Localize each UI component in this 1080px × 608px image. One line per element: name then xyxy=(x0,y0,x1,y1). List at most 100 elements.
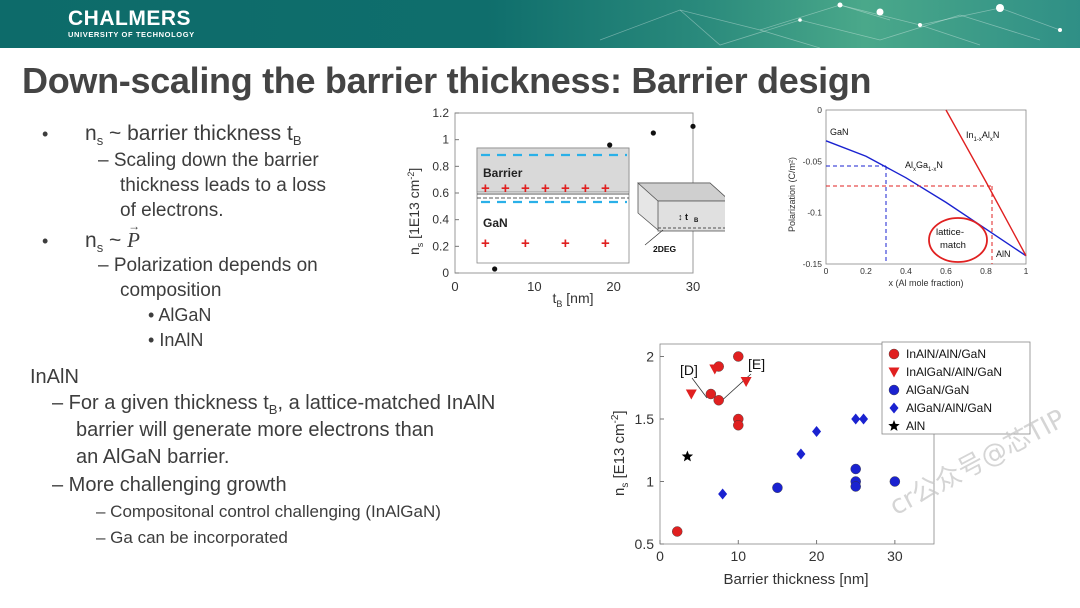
data-point xyxy=(772,482,783,493)
bullet-text: ~ barrier thickness t xyxy=(103,122,293,145)
svg-text:+: + xyxy=(561,180,570,197)
tb-label: ↕ t xyxy=(678,212,688,222)
x-tick-label: 20 xyxy=(606,279,620,294)
y-tick-label: 0 xyxy=(442,266,449,280)
data-point xyxy=(607,142,613,148)
bullet-text: ~ xyxy=(103,229,128,252)
legend-label: InAlN/AlN/GaN xyxy=(906,347,986,361)
vector-p: → P xyxy=(127,219,140,252)
inaln-subpoint: – Ga can be incorporated xyxy=(96,528,288,547)
inaln-point: – More challenging growth xyxy=(52,474,287,496)
svg-text:+: + xyxy=(581,180,590,197)
aln-label: AlN xyxy=(996,249,1011,259)
x-tick-label: 1 xyxy=(1024,266,1029,276)
data-point xyxy=(492,266,498,272)
x-tick-label: 30 xyxy=(686,279,700,294)
x-tick-label: 0.8 xyxy=(980,266,992,276)
data-point xyxy=(690,123,696,129)
lattice-label-1: lattice- xyxy=(936,227,964,238)
sub-item-label: AlGaN xyxy=(158,305,212,325)
y-tick-label: 2 xyxy=(646,349,654,365)
y-tick-label: 0 xyxy=(817,105,822,115)
y-tick-label: 0.6 xyxy=(432,186,449,200)
detail-line: – Scaling down the barrier xyxy=(98,150,319,171)
data-point xyxy=(859,413,869,425)
legend-marker xyxy=(889,402,899,414)
bullet-sub: s xyxy=(96,240,104,256)
data-point xyxy=(850,481,861,492)
slide-title: Down-scaling the barrier thickness: Barr… xyxy=(22,60,872,101)
y-axis-label: ns [E13 cm-2] xyxy=(610,410,631,496)
bullet-text: n xyxy=(85,229,97,252)
data-point xyxy=(733,351,744,362)
svg-text:+: + xyxy=(561,235,570,252)
y-tick-label: 1.5 xyxy=(635,411,655,427)
data-point xyxy=(713,395,724,406)
data-point xyxy=(709,364,721,375)
legend-marker xyxy=(888,384,900,396)
inaln-heading: InAlN xyxy=(30,366,79,388)
inaln-curve xyxy=(945,109,1027,257)
data-point xyxy=(650,130,656,136)
annotation-d: [D] xyxy=(680,362,698,378)
data-point xyxy=(796,448,806,460)
bullet-sub: s xyxy=(96,133,104,149)
data-point xyxy=(681,450,694,462)
x-tick-label: 0 xyxy=(451,279,458,294)
data-point xyxy=(812,426,822,437)
x-axis-label: tB [nm] xyxy=(552,290,593,309)
svg-text:+: + xyxy=(481,180,490,197)
legend-marker xyxy=(888,367,900,378)
data-point xyxy=(672,526,683,537)
ns-vs-tb-chart: 0 10 20 30 0 0.2 0.4 0.6 0.8 1 1.2 ↕ t B 2DEG Barr… xyxy=(406,106,725,309)
svg-text:+: + xyxy=(601,235,610,252)
data-point xyxy=(851,413,861,425)
data-point xyxy=(705,388,717,400)
y-axis-label: Polarization (C/m²) xyxy=(787,157,797,232)
svg-text:+: + xyxy=(601,180,610,197)
y-tick-label: 1 xyxy=(442,133,449,147)
legend-label: AlGaN/GaN xyxy=(906,383,969,397)
y-tick-label: -0.15 xyxy=(803,259,823,269)
legend-marker xyxy=(888,348,900,360)
bullet-sub: B xyxy=(292,133,302,149)
twodeg-label: 2DEG xyxy=(653,244,677,254)
inaln-point: barrier will generate more electrons tha… xyxy=(76,419,434,441)
data-point xyxy=(718,488,728,500)
heterostructure-inset: ↕ t B 2DEG Barrier + + + + + + + GaN + + + + xyxy=(476,147,725,264)
data-point xyxy=(889,476,901,487)
bullet-text: n xyxy=(85,122,97,145)
data-point xyxy=(733,420,744,431)
lattice-label-2: match xyxy=(940,240,966,251)
bullet-ns-thickness: ns ~ barrier thickness tB xyxy=(85,122,302,148)
x-tick-label: 10 xyxy=(730,548,746,564)
inaln-point: – For a given thickness tB, a lattice-ma… xyxy=(52,392,495,417)
brand-name: CHALMERS xyxy=(68,7,191,30)
sub-item-label: InAlN xyxy=(159,330,204,350)
y-axis-label: ns [1E13 cm-2] xyxy=(406,168,425,255)
y-tick-label: 0.8 xyxy=(432,159,449,173)
y-tick-label: 1.2 xyxy=(432,106,449,120)
x-tick-label: 30 xyxy=(887,548,903,564)
x-axis-label: x (Al mole fraction) xyxy=(888,278,963,288)
legend-marker xyxy=(888,420,900,431)
brand-subtitle: UNIVERSITY OF TECHNOLOGY xyxy=(68,30,195,39)
y-tick-label: 1 xyxy=(646,474,654,490)
gan-label: GaN xyxy=(830,127,849,137)
tb-sub: B xyxy=(694,218,699,224)
bullet-dot: • xyxy=(42,124,49,144)
detail-line: composition xyxy=(120,280,222,301)
gan-label: GaN xyxy=(483,216,508,230)
polarization-chart: 0 0.2 0.4 0.6 0.8 10-0.05-0.1-0.15 GaN In1-xA… xyxy=(787,105,1029,288)
x-tick-label: 0 xyxy=(656,548,664,564)
vector-letter: P xyxy=(127,228,140,252)
svg-text:+: + xyxy=(481,235,490,252)
x-tick-label: 20 xyxy=(809,548,825,564)
annotation-e: [E] xyxy=(748,356,765,372)
point-text: , a lattice-matched InAlN xyxy=(277,392,496,414)
sub-item: • AlGaN xyxy=(148,305,212,325)
point-text: – For a given thickness t xyxy=(52,392,269,414)
y-tick-label: 0.5 xyxy=(635,536,655,552)
bullet-ns-polarization: ns ~ → P xyxy=(85,219,140,256)
ns-vs-barrier-chart: 0 10 20 300.511.52 [D] [E] InAlN/AlN/GaNInA… xyxy=(610,341,1031,588)
